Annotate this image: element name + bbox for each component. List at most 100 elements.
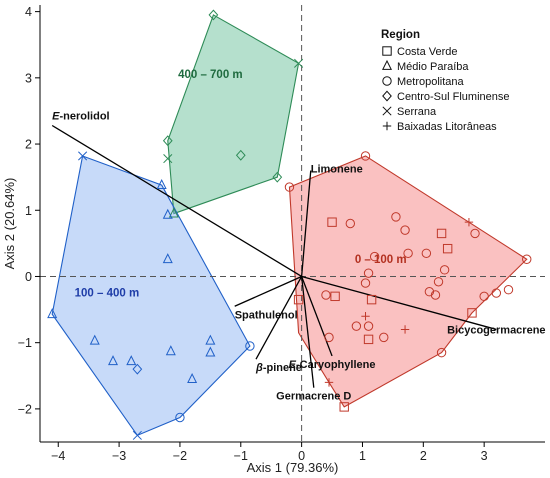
- legend-marker-3: [382, 90, 392, 102]
- point-1-7: [126, 355, 137, 366]
- point-2-8: [470, 228, 480, 239]
- point-1-4: [47, 308, 58, 319]
- point-0-1: [294, 58, 304, 68]
- y-tick-label-4: 2: [25, 138, 32, 152]
- y-tick-label-0: −2: [18, 402, 32, 416]
- point-2-36: [324, 378, 334, 387]
- y-tick-label-6: 4: [25, 5, 32, 19]
- point-1-0: [78, 151, 88, 161]
- point-1-1: [156, 178, 167, 189]
- point-2-15: [363, 268, 374, 278]
- point-2-31: [324, 332, 334, 343]
- group-hulls: [51, 14, 528, 437]
- point-2-23: [430, 290, 441, 300]
- point-2-4: [391, 212, 401, 222]
- x-axis-label: Axis 1 (79.36%): [247, 460, 339, 475]
- point-1-5: [89, 334, 100, 345]
- point-2-24: [467, 308, 477, 318]
- legend-marker-1: [381, 59, 393, 70]
- legend-entry-5: Baixadas Litorâneas: [397, 121, 497, 133]
- point-2-22: [491, 288, 502, 298]
- legend-marker-4: [382, 106, 392, 116]
- point-2-21: [366, 294, 377, 305]
- point-1-8: [132, 363, 143, 375]
- axes: −4 −3 −2 −1 0 1 2 3 −2 −1 0 1 2 3 4: [18, 5, 545, 463]
- y-tick-label-2: 0: [25, 270, 32, 284]
- legend-entry-3: Centro-Sul Fluminense: [397, 91, 510, 103]
- point-2-28: [351, 321, 362, 331]
- point-2-29: [363, 321, 374, 331]
- point-2-34: [436, 347, 447, 358]
- legend-entry-2: Metropolitana: [397, 76, 465, 88]
- x-tick-label-2: −2: [173, 449, 187, 463]
- point-0-2: [162, 135, 173, 147]
- point-2-35: [293, 294, 304, 305]
- loading-line-2: [301, 275, 497, 331]
- point-0-4: [235, 149, 246, 161]
- point-1-14: [175, 412, 185, 423]
- legend: Region Costa Verde Médio Paraíba Metropolit…: [381, 29, 510, 133]
- x-tick-label-3: −1: [234, 449, 248, 463]
- point-2-2: [327, 217, 337, 227]
- point-2-11: [403, 248, 413, 258]
- point-1-2: [162, 208, 173, 219]
- x-tick-label-6: 2: [420, 449, 427, 463]
- point-2-30: [400, 325, 410, 334]
- point-2-25: [330, 291, 340, 302]
- data-points: [47, 9, 532, 440]
- point-1-13: [245, 341, 255, 351]
- legend-marker-2: [382, 76, 392, 86]
- point-2-1: [360, 151, 371, 161]
- group-label-0: 400 – 700 m: [178, 69, 243, 81]
- point-0-6: [168, 207, 179, 218]
- point-0-0: [208, 9, 219, 21]
- point-1-12: [187, 372, 198, 383]
- point-2-27: [361, 311, 370, 321]
- point-1-11: [205, 346, 216, 357]
- group-labels: 400 – 700 m 100 – 400 m 0 – 100 m: [75, 69, 407, 300]
- point-2-6: [436, 228, 447, 239]
- hull-2: [288, 155, 528, 408]
- point-2-10: [369, 251, 380, 262]
- loading-line-3: [234, 275, 302, 307]
- legend-entry-1: Médio Paraíba: [397, 61, 469, 73]
- y-tick-label-1: −1: [18, 336, 32, 350]
- point-2-0: [284, 182, 295, 192]
- point-1-10: [205, 334, 216, 345]
- point-1-3: [162, 253, 173, 264]
- point-2-33: [379, 332, 389, 343]
- loading-line-5: [301, 276, 333, 357]
- loading-label-4: β-pinene: [255, 362, 302, 374]
- loading-label-3: Spathulenol: [235, 309, 298, 321]
- y-tick-label-3: 1: [25, 204, 32, 218]
- loading-line-0: [51, 124, 302, 278]
- reference-lines: [40, 5, 545, 442]
- point-0-5: [272, 171, 283, 183]
- x-tick-label-7: 3: [481, 449, 488, 463]
- loading-label-6: Germacrene D: [276, 391, 351, 403]
- legend-marker-5: [382, 121, 392, 131]
- loading-label-0: E-nerolidol: [52, 111, 109, 123]
- loading-label-2: Bicycogermacrene: [447, 324, 545, 336]
- point-2-5: [400, 225, 410, 235]
- loading-vectors: E-nerolidol Limonene Bicycogermacrene Spath…: [51, 111, 546, 403]
- point-2-26: [479, 291, 489, 302]
- point-0-3: [163, 154, 173, 164]
- point-2-9: [464, 217, 474, 227]
- point-2-37: [339, 402, 349, 412]
- point-1-6: [108, 355, 119, 366]
- legend-entry-0: Costa Verde: [397, 46, 458, 58]
- point-1-15: [132, 430, 142, 440]
- x-tick-label-1: −3: [112, 449, 126, 463]
- group-label-2: 0 – 100 m: [355, 254, 407, 266]
- loading-line-4: [255, 276, 303, 360]
- point-1-9: [165, 345, 176, 356]
- hull-0: [167, 14, 300, 215]
- y-tick-label-5: 3: [25, 71, 32, 85]
- group-label-1: 100 – 400 m: [75, 287, 140, 299]
- loading-line-6: [300, 276, 315, 388]
- point-2-13: [439, 265, 450, 275]
- legend-marker-0: [382, 46, 392, 56]
- hull-1: [51, 155, 251, 437]
- point-2-7: [442, 243, 453, 254]
